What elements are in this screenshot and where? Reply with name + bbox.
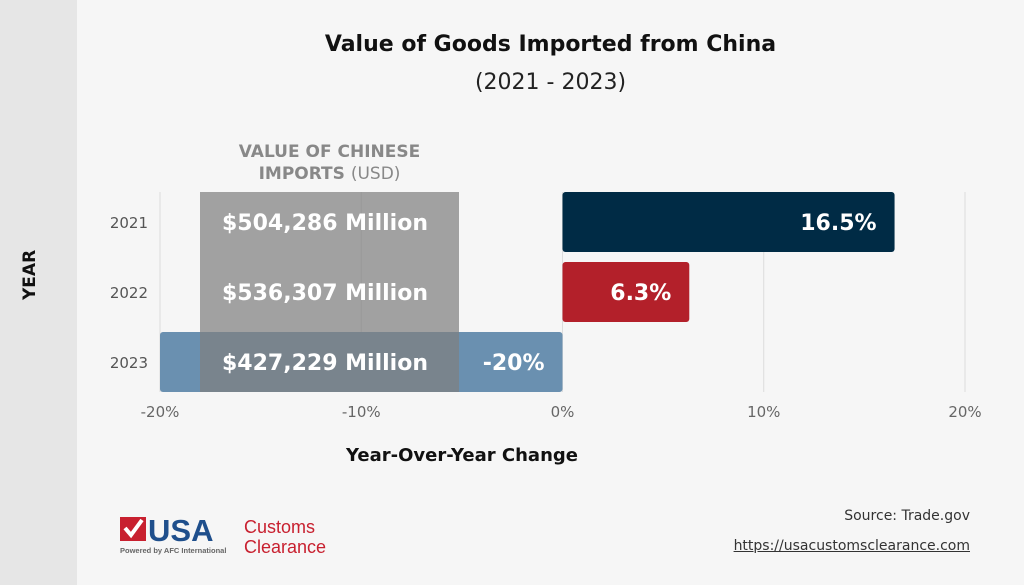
overlay-title: VALUE OF CHINESE IMPORTS (USD) xyxy=(200,141,459,185)
source-text: Source: Trade.gov xyxy=(844,508,970,524)
y-tick-label: 2023 xyxy=(110,354,148,372)
x-tick-label: -10% xyxy=(342,403,381,421)
x-axis-label: Year-Over-Year Change xyxy=(346,445,578,466)
logo-graphic: USA Powered by AFC International Customs… xyxy=(120,514,326,557)
bar-2021 xyxy=(562,192,895,252)
y-tick-label: 2021 xyxy=(110,214,148,232)
svg-text:Powered by AFC International: Powered by AFC International xyxy=(120,546,226,555)
x-tick-label: -20% xyxy=(141,403,180,421)
source-link[interactable]: https://usacustomsclearance.com xyxy=(733,538,970,554)
usa-customs-clearance-logo: USA Powered by AFC International Customs… xyxy=(120,514,360,559)
import-value-label: $504,286 Million xyxy=(222,211,428,236)
import-value-label: $536,307 Million xyxy=(222,281,428,306)
x-tick-label: 20% xyxy=(948,403,981,421)
imports-overlay xyxy=(200,192,459,392)
data-label: -20% xyxy=(483,351,545,376)
left-strip xyxy=(0,0,77,585)
x-tick-label: 10% xyxy=(747,403,780,421)
chart-subtitle: (2021 - 2023) xyxy=(474,70,627,95)
y-tick-label: 2022 xyxy=(110,284,148,302)
overlay-title-unit: (USD) xyxy=(350,164,401,184)
chart-title: Value of Goods Imported from China xyxy=(324,32,777,57)
svg-text:USA: USA xyxy=(148,514,213,548)
data-label: 16.5% xyxy=(800,211,876,236)
import-value-label: $427,229 Million xyxy=(222,351,428,376)
svg-text:Customs: Customs xyxy=(244,517,315,537)
overlay-title-bold: VALUE OF CHINESE IMPORTS xyxy=(238,142,421,184)
svg-text:Clearance: Clearance xyxy=(244,537,326,557)
bar-2022 xyxy=(562,262,690,322)
data-label: 6.3% xyxy=(610,281,671,306)
x-tick-label: 0% xyxy=(551,403,575,421)
